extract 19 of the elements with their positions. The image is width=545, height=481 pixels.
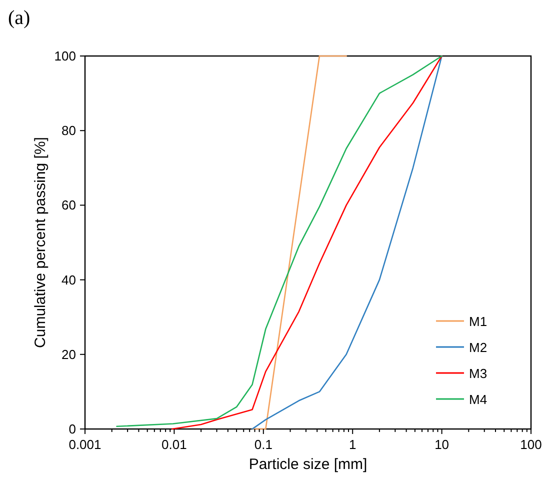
x-axis-title: Particle size [mm] <box>248 456 368 473</box>
y-axis-title: Cumulative percent passing [%] <box>32 137 49 348</box>
y-tick-label: 0 <box>68 422 76 436</box>
legend-label: M1 <box>469 314 488 329</box>
x-tick-label: 1 <box>348 437 356 452</box>
legend-label: M4 <box>469 392 488 407</box>
chart-title: (a) <box>8 7 30 29</box>
x-tick-label: 0.1 <box>254 437 272 452</box>
x-tick-label: 100 <box>520 437 542 452</box>
y-tick-label: 60 <box>62 198 76 213</box>
x-tick-label: 0.001 <box>68 437 102 452</box>
y-tick-label: 20 <box>62 346 76 362</box>
y-tick-label: 80 <box>62 123 76 138</box>
y-tick-label: 100 <box>54 48 76 64</box>
legend-label: M3 <box>469 366 488 381</box>
y-tick-label: 40 <box>62 272 76 288</box>
x-tick-label: 0.01 <box>162 437 187 452</box>
x-tick-label: 10 <box>434 437 450 452</box>
legend-label: M2 <box>469 340 488 355</box>
